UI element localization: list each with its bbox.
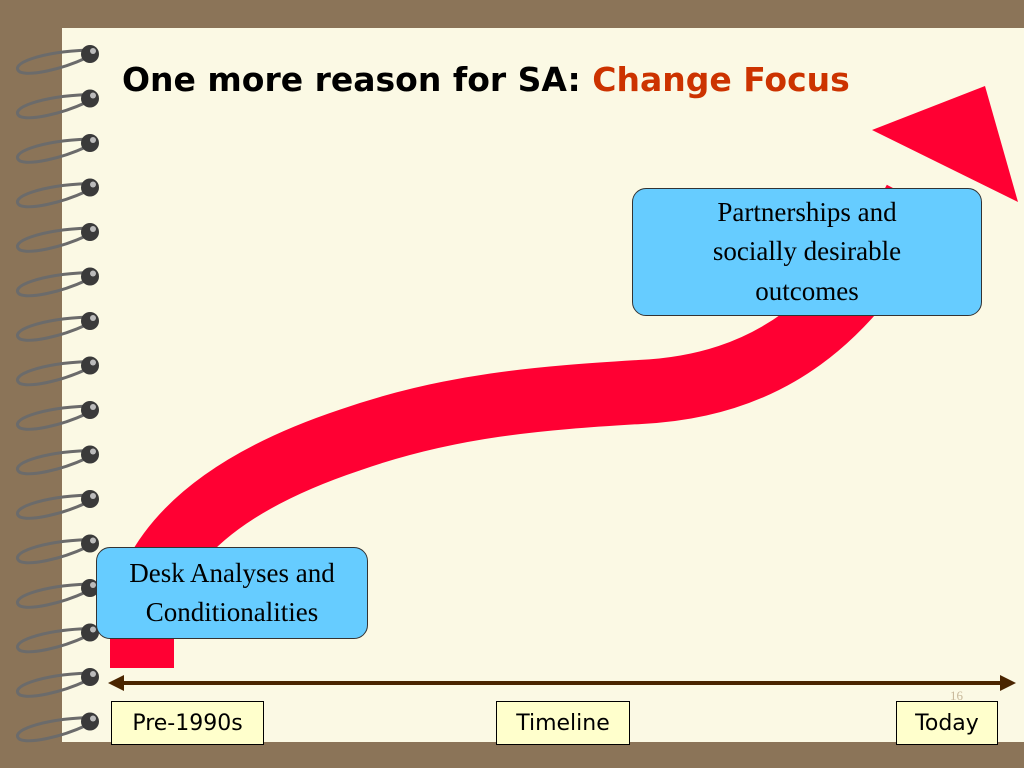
ring	[81, 178, 99, 197]
ring	[90, 270, 96, 277]
ring	[81, 712, 99, 731]
end-box: Partnerships and socially desirable outc…	[632, 188, 982, 316]
ring	[90, 226, 96, 232]
ring	[90, 537, 96, 544]
ring	[16, 627, 89, 654]
ring	[90, 359, 96, 366]
ring	[16, 671, 89, 698]
ring	[81, 356, 99, 375]
timeline-arrow-right	[1000, 675, 1016, 691]
growth-arrow-head	[872, 86, 1018, 202]
title-lead: One more reason for SA:	[122, 60, 581, 99]
ring	[81, 401, 99, 419]
ring	[90, 626, 96, 633]
ring	[81, 134, 99, 152]
ring	[81, 490, 99, 508]
ring	[16, 226, 89, 253]
timeline-start: Pre-1990s	[111, 701, 264, 745]
ring	[90, 404, 96, 410]
timeline-arrow-left	[108, 675, 124, 691]
ring	[81, 89, 99, 108]
ring	[81, 312, 99, 330]
ring	[16, 271, 89, 298]
page-number: 16	[950, 688, 963, 703]
title-highlight: Change Focus	[592, 60, 850, 99]
ring	[90, 181, 96, 188]
ring	[81, 534, 99, 553]
spiral-binding	[16, 45, 99, 743]
ring	[90, 137, 96, 143]
ring	[16, 493, 89, 520]
timeline-label: Timeline	[496, 701, 630, 745]
ring	[90, 493, 96, 499]
end-box-text: Partnerships and socially desirable outc…	[712, 197, 902, 306]
ring	[81, 668, 99, 686]
ring	[16, 449, 89, 476]
slide-title: One more reason for SA: Change Focus	[122, 60, 850, 99]
ring	[90, 448, 96, 455]
ring	[16, 182, 89, 209]
ring	[90, 92, 96, 99]
ring	[16, 93, 89, 120]
ring	[16, 538, 89, 565]
ring	[81, 445, 99, 464]
ring	[16, 48, 89, 75]
ring	[16, 137, 89, 164]
ring	[16, 360, 89, 387]
ring	[90, 315, 96, 321]
ring	[16, 315, 89, 342]
growth-arrow-shaft	[110, 184, 944, 668]
ring	[90, 715, 96, 722]
ring	[16, 582, 89, 609]
ring	[16, 716, 89, 743]
ring	[90, 671, 96, 677]
ring	[81, 45, 99, 63]
timeline-end: Today	[896, 701, 998, 745]
start-box: Desk Analyses and Conditionalities	[96, 547, 368, 639]
ring	[90, 582, 96, 588]
ring	[16, 404, 89, 431]
ring	[90, 48, 96, 54]
ring	[81, 267, 99, 286]
ring	[81, 223, 99, 241]
start-box-text: Desk Analyses and Conditionalities	[129, 557, 335, 627]
